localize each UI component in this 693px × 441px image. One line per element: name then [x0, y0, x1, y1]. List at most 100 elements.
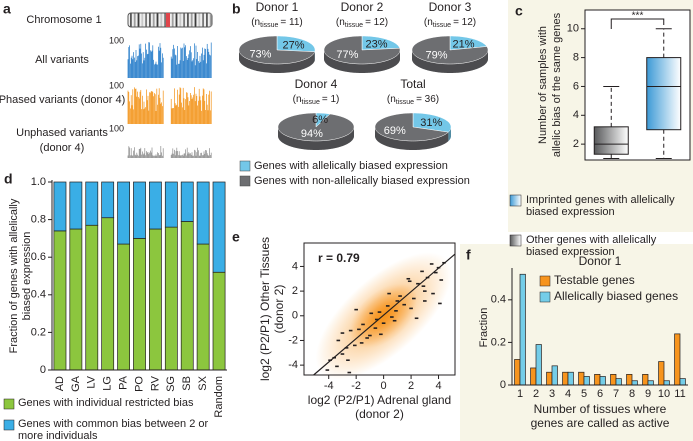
bar-segment	[85, 224, 99, 371]
bar	[594, 374, 601, 386]
fit-line	[313, 253, 456, 376]
ideogram-band	[198, 13, 201, 27]
ideogram-band	[202, 13, 204, 27]
bar-segment	[180, 181, 194, 222]
subtitle-part: = 11)	[280, 17, 302, 28]
value-label: 79%	[425, 49, 447, 61]
pie-title: Total	[400, 77, 425, 91]
bar-segment	[53, 181, 67, 232]
bar	[567, 371, 574, 386]
x-tick-label: RV	[149, 375, 161, 391]
bar	[535, 344, 542, 386]
subtitle-part: (n	[424, 17, 433, 28]
bar-segment	[101, 181, 115, 219]
subtitle-part: (n	[387, 94, 396, 105]
legend-swatch	[509, 234, 522, 247]
pie-title: Donor 4	[295, 77, 338, 91]
y-tick-label: 0.6	[31, 251, 46, 263]
bar	[631, 380, 638, 386]
ideogram-band	[137, 13, 140, 27]
legend-label: Allelically biased genes	[554, 289, 678, 303]
bar	[519, 273, 526, 386]
pie-side	[278, 127, 354, 150]
ideogram-band	[194, 13, 197, 27]
value-label: 73%	[249, 49, 271, 61]
track-label: Unphased variants	[16, 127, 108, 139]
pie-side	[412, 50, 488, 73]
pie-slice	[323, 35, 401, 65]
x-tick-label: 2	[533, 388, 539, 400]
legend-label: Genes with common bias between 2 or more…	[18, 418, 209, 441]
x-tick-label: Random	[213, 376, 225, 418]
y-axis-label: (donor 2)	[272, 285, 286, 334]
x-tick-label: LG	[102, 376, 114, 391]
bar-segment	[196, 243, 210, 371]
chart-title: Donor 1	[579, 254, 622, 268]
ideogram-band	[149, 13, 151, 27]
bar	[626, 374, 633, 386]
bar-segment	[101, 217, 115, 371]
legend-swatch	[539, 275, 551, 287]
x-tick-label: 7	[613, 388, 619, 400]
annotation: r = 0.79	[318, 251, 360, 265]
ideogram-band	[187, 13, 189, 27]
significance-bracket	[610, 18, 665, 29]
ideogram-band	[160, 13, 163, 27]
legend-swatch	[3, 398, 15, 410]
bar	[578, 371, 585, 386]
y-axis-label: Fraction	[478, 308, 490, 348]
y-tick-label: 2	[573, 138, 579, 150]
pie-subtitle: (ntissue = 12)	[336, 17, 388, 29]
box	[593, 126, 629, 155]
track-scale: 100	[109, 80, 124, 90]
pie-subtitle: (ntissue = 11)	[251, 17, 303, 29]
ideogram-band	[209, 13, 212, 27]
x-tick-label: AD	[54, 376, 66, 391]
box	[646, 57, 682, 131]
pie-subtitle: (ntissue = 12)	[424, 17, 476, 29]
x-tick-label: GA	[70, 375, 82, 392]
subtitle-part: = 12)	[453, 17, 476, 28]
ideogram-band	[164, 13, 166, 27]
legend-label: Other genes with allelically biased expr…	[526, 234, 657, 258]
pie-side	[448, 127, 451, 142]
legend-label: Genes with individual restricted bias	[18, 397, 194, 409]
subtitle-part: = 36)	[416, 94, 439, 105]
ideogram-band	[156, 13, 159, 27]
y-tick-label: 2	[292, 285, 298, 297]
ideogram-band	[171, 13, 174, 27]
bar	[663, 380, 670, 386]
pie-title: Donor 1	[256, 0, 299, 14]
bar	[551, 365, 558, 386]
y-tick-label: 6	[573, 80, 579, 92]
bar-segment	[133, 181, 146, 239]
pie-slice	[277, 112, 355, 142]
bar-segment	[85, 181, 99, 226]
track-signal	[127, 87, 212, 124]
pie-side	[375, 127, 449, 150]
y-tick-label: 8	[573, 52, 579, 64]
y-axis-label: allelic bias of the same genes	[551, 12, 563, 157]
track-label: All variants	[35, 54, 89, 66]
bar-segment	[196, 181, 210, 245]
y-tick-label: 10	[567, 23, 579, 35]
x-tick-label: 9	[645, 388, 651, 400]
bar	[514, 359, 521, 386]
pie-slice	[238, 35, 316, 65]
bar-segment	[53, 230, 67, 371]
value-label: 6%	[312, 114, 328, 126]
pie-side-shade	[278, 127, 354, 150]
bar-segment	[117, 243, 130, 371]
legend-swatch	[3, 419, 15, 431]
y-tick-label: 0	[500, 379, 506, 391]
y-tick-label: 0.2	[31, 326, 46, 338]
track-signal	[127, 42, 212, 78]
centromere	[166, 13, 170, 27]
legend-swatch	[509, 194, 522, 207]
value-label: 27%	[283, 39, 305, 51]
bar-segment	[149, 181, 162, 230]
legend-label: Imprinted genes with allelically biased …	[526, 194, 675, 218]
x-axis-label: Number of tissues where	[534, 402, 667, 416]
